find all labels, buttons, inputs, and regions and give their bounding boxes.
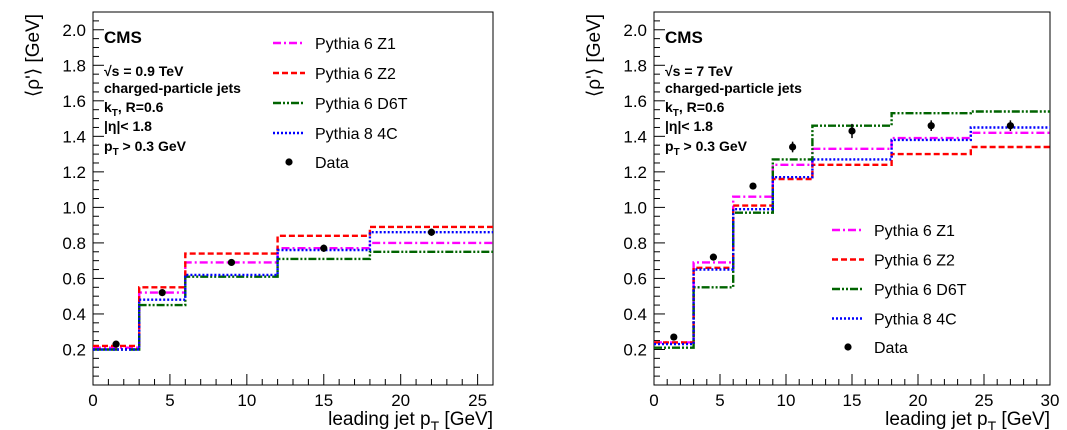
data-point: [709, 253, 718, 261]
info-line: √s = 0.9 TeV: [104, 63, 184, 79]
y-tick-label: 2.0: [623, 21, 647, 40]
y-tick-label: 1.6: [62, 92, 86, 111]
legend-label: Pythia 6 D6T: [874, 282, 967, 299]
y-tick-label: 1.0: [62, 198, 86, 217]
y-tick-label: 0.6: [62, 269, 86, 288]
x-tick-label: 10: [237, 391, 256, 410]
data-point: [927, 122, 935, 130]
y-tick-label: 0.2: [623, 340, 647, 359]
y-tick-label: 1.6: [623, 92, 647, 111]
x-axis-label: leading jet pT [GeV]: [885, 409, 1050, 430]
chart-panel-2: 0 5 10 15 20 25 30 0.2 0.4 0.6 0.8 1.0 1.2 1.4 1.6 1.8 2…: [584, 11, 1060, 430]
y-tick-label: 1.2: [623, 163, 647, 182]
data-point: [158, 289, 166, 297]
y-tick-label: 0.8: [623, 234, 647, 253]
y-tick-label: 1.0: [623, 198, 647, 217]
y-tick-label: 2.0: [62, 21, 86, 40]
y-tick-label: 1.4: [623, 127, 647, 146]
x-tick-label: 20: [909, 391, 928, 410]
x-axis-label: leading jet pT [GeV]: [328, 409, 493, 430]
legend-label: Data: [315, 155, 349, 172]
legend-label: Data: [874, 340, 908, 357]
info-line: kT, R=0.6: [665, 99, 725, 119]
info-line: kT, R=0.6: [104, 99, 164, 119]
y-tick-label: 0.8: [62, 234, 86, 253]
y-tick-label: 0.2: [62, 340, 86, 359]
step-line-series-1: [654, 131, 1050, 344]
legend-label: Pythia 6 Z2: [315, 66, 396, 83]
step-line-series-4: [654, 126, 1050, 346]
data-point: [227, 258, 236, 267]
info-line: |η|< 1.8: [104, 118, 152, 134]
y-tick-label: 1.2: [62, 163, 86, 182]
legend-data-marker: [844, 343, 852, 351]
experiment-label: CMS: [665, 28, 703, 47]
y-tick-label: 0.4: [62, 305, 86, 324]
data-point: [427, 228, 436, 236]
x-tick-label: 0: [88, 391, 97, 410]
x-tick-label: 25: [468, 391, 487, 410]
y-tick-label: 1.8: [623, 56, 647, 75]
data-point: [320, 244, 328, 252]
x-tick-label: 15: [314, 391, 333, 410]
step-line-series-3: [654, 110, 1050, 349]
x-tick-label: 0: [649, 391, 658, 410]
info-line: pT > 0.3 GeV: [665, 138, 748, 158]
legend-label: Pythia 6 D6T: [315, 96, 408, 113]
data-point: [848, 127, 856, 135]
step-line-series-4: [93, 231, 493, 351]
x-tick-label: 15: [843, 391, 862, 410]
legend-label: Pythia 6 Z1: [315, 36, 396, 53]
y-tick-label: 0.6: [623, 269, 647, 288]
x-tick-label: 30: [1041, 391, 1060, 410]
step-line-series-2: [654, 145, 1050, 344]
y-tick-label: 0.4: [623, 305, 647, 324]
data-point: [112, 340, 120, 348]
chart-panel-1: 0 5 10 15 20 25 0.2 0.4 0.6 0.8 1.0 1.2 1.4 1.6 1.8 2.0…: [23, 11, 494, 430]
x-tick-label: 20: [391, 391, 410, 410]
y-tick-label: 1.8: [62, 56, 86, 75]
info-line: √s = 7 TeV: [665, 63, 733, 79]
data-point: [789, 143, 797, 151]
legend-label: Pythia 8 4C: [315, 126, 398, 143]
step-line-series-2: [93, 225, 493, 348]
info-line: charged-particle jets: [104, 80, 241, 96]
experiment-label: CMS: [104, 28, 142, 47]
legend-label: Pythia 6 Z1: [874, 223, 955, 240]
x-tick-label: 5: [165, 391, 174, 410]
data-point: [670, 333, 678, 341]
y-axis-label: ⟨ρ'⟩ [GeV]: [584, 14, 605, 97]
data-point: [1006, 122, 1015, 130]
data-point: [749, 182, 757, 190]
x-tick-label: 10: [777, 391, 796, 410]
legend-label: Pythia 8 4C: [874, 312, 957, 329]
x-tick-label: 5: [715, 391, 724, 410]
y-axis-label: ⟨ρ'⟩ [GeV]: [23, 14, 44, 97]
y-tick-label: 1.4: [62, 127, 86, 146]
legend-data-marker: [285, 158, 293, 166]
info-line: pT > 0.3 GeV: [104, 138, 187, 158]
x-tick-label: 25: [975, 391, 994, 410]
legend-label: Pythia 6 Z2: [874, 253, 955, 270]
info-line: charged-particle jets: [665, 80, 802, 96]
info-line: |η|< 1.8: [665, 118, 713, 134]
